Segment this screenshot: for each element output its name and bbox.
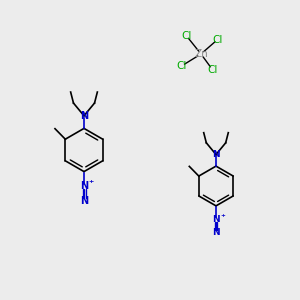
Text: Cl: Cl — [176, 61, 187, 71]
Text: N: N — [212, 150, 220, 159]
Text: Cl: Cl — [212, 34, 223, 45]
Text: +: + — [220, 213, 225, 218]
Text: Cl: Cl — [182, 31, 192, 41]
Text: N: N — [80, 196, 88, 206]
Text: Cl: Cl — [207, 64, 218, 75]
Text: N: N — [212, 214, 220, 224]
Text: N: N — [212, 228, 220, 237]
Text: +: + — [89, 179, 94, 184]
Text: N: N — [80, 181, 88, 191]
Text: Zn: Zn — [194, 49, 208, 59]
Text: N: N — [80, 111, 88, 121]
